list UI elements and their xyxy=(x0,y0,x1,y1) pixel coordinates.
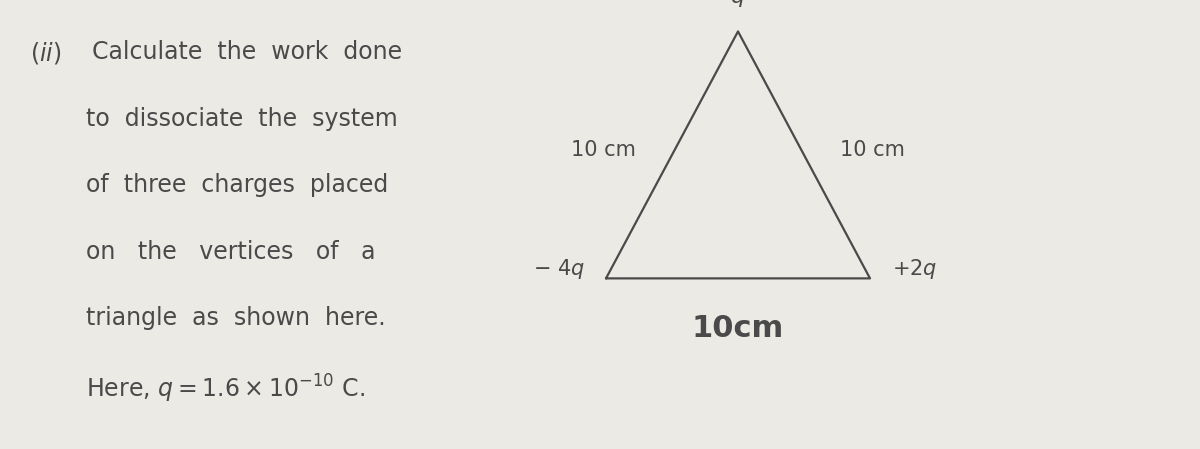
Text: to  dissociate  the  system: to dissociate the system xyxy=(86,107,398,131)
Text: $-$ 4$q$: $-$ 4$q$ xyxy=(533,257,584,282)
Text: on   the   vertices   of   a: on the vertices of a xyxy=(86,240,376,264)
Text: $(ii)$: $(ii)$ xyxy=(30,40,61,66)
Text: $+$2$q$: $+$2$q$ xyxy=(892,257,937,282)
Text: Here, $q = 1.6 \times 10^{-10}$ C.: Here, $q = 1.6 \times 10^{-10}$ C. xyxy=(86,373,365,405)
Text: 10cm: 10cm xyxy=(692,314,784,343)
Text: of  three  charges  placed: of three charges placed xyxy=(86,173,389,197)
Text: $q$: $q$ xyxy=(731,0,745,9)
Text: 10 cm: 10 cm xyxy=(571,141,636,160)
Text: Calculate  the  work  done: Calculate the work done xyxy=(92,40,402,64)
Text: 10 cm: 10 cm xyxy=(840,141,905,160)
Text: triangle  as  shown  here.: triangle as shown here. xyxy=(86,306,386,330)
